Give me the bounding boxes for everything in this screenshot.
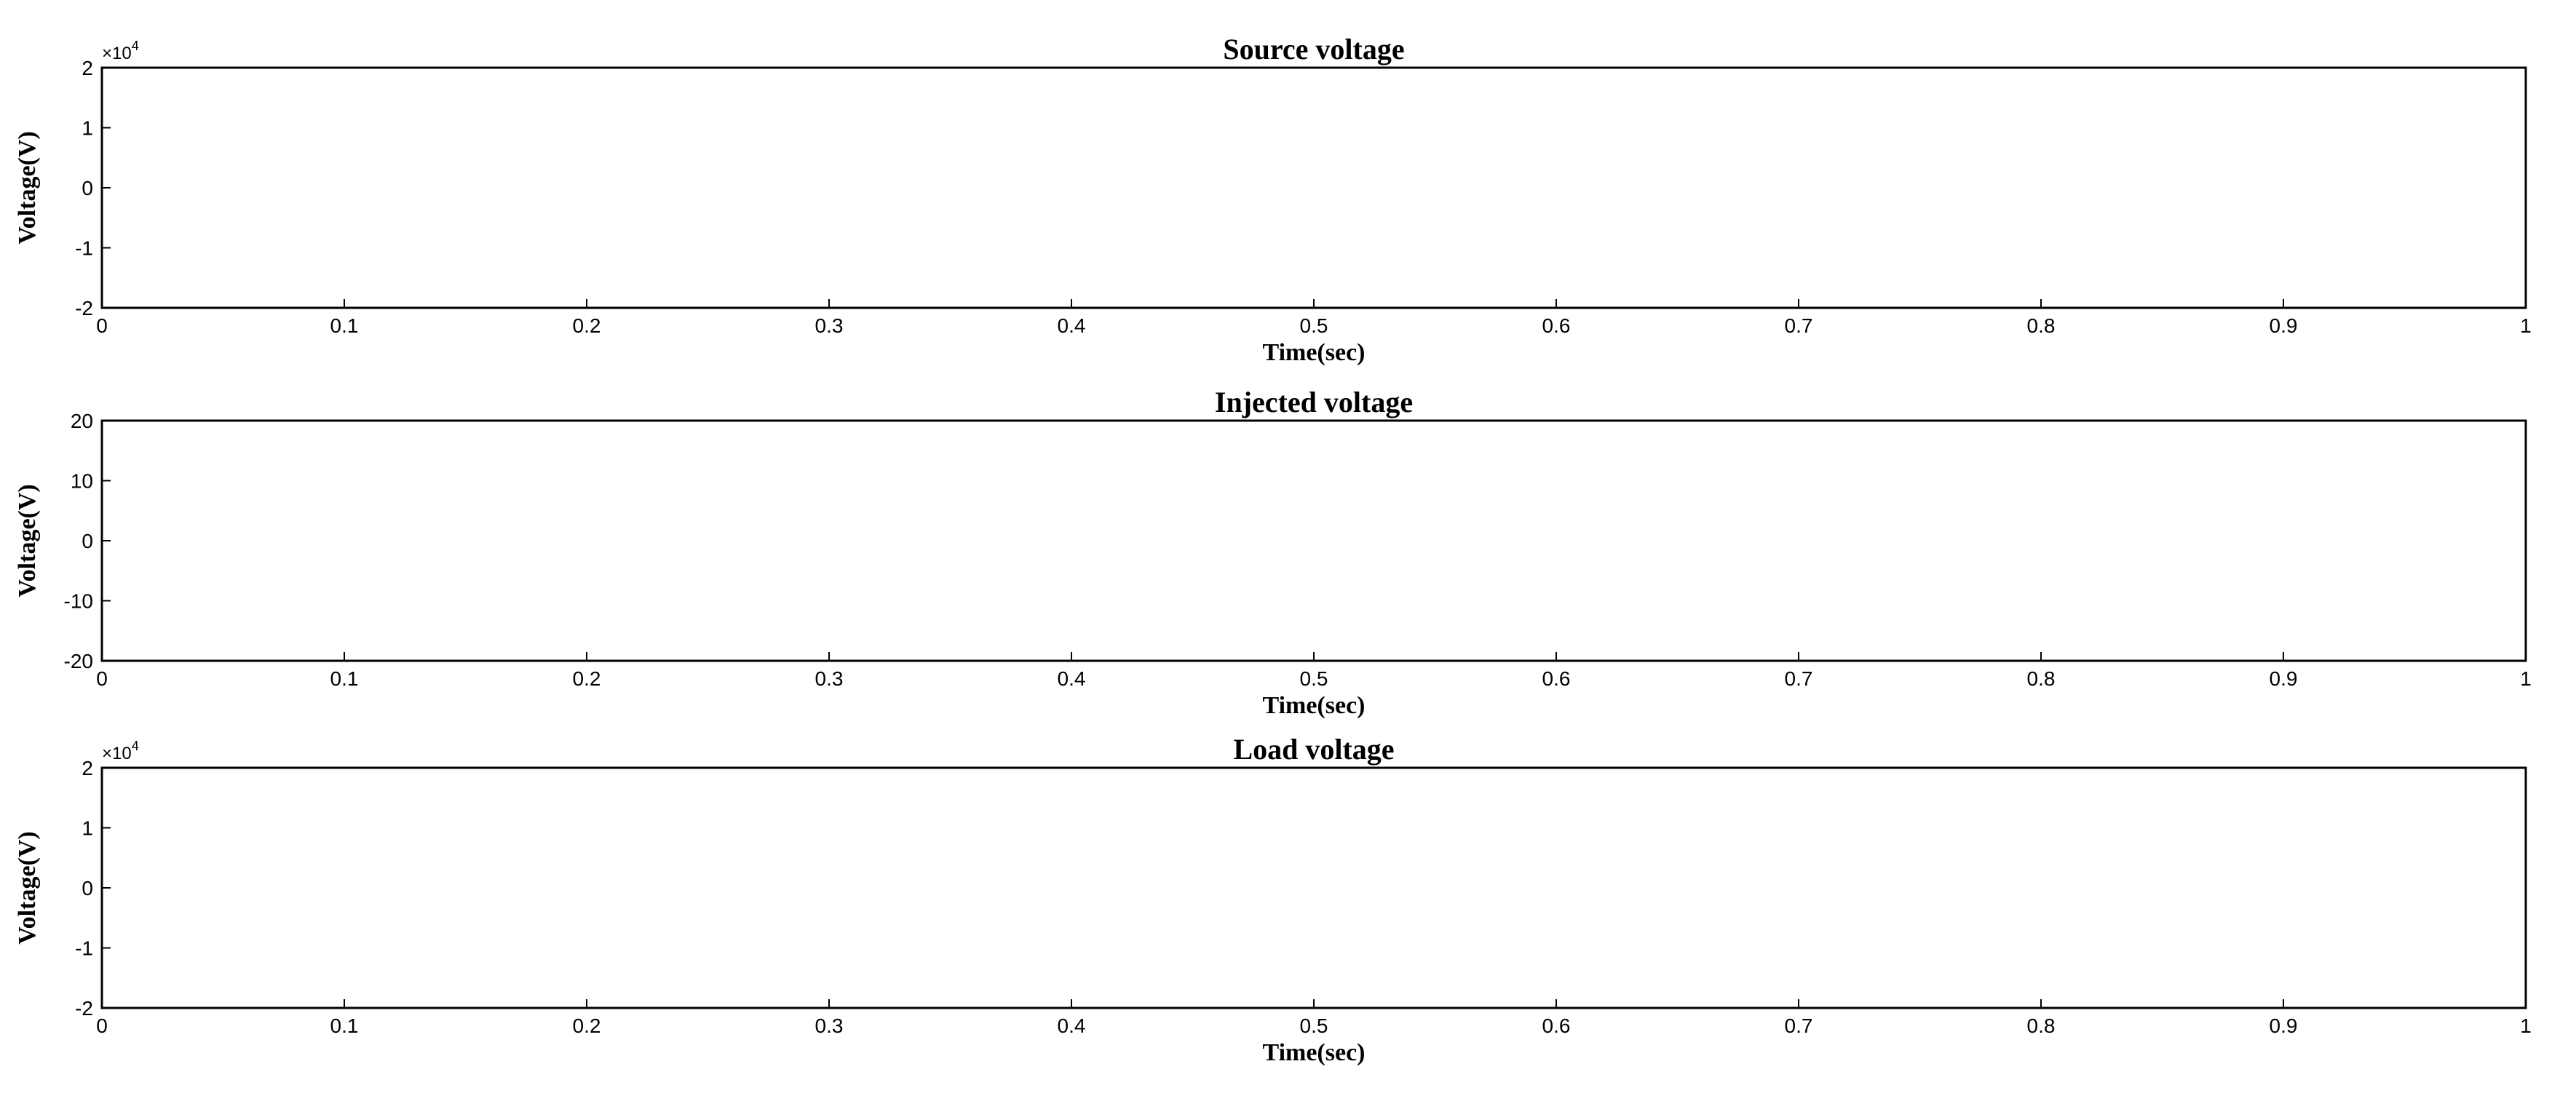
x-tick-label: 0.8 — [2027, 667, 2056, 690]
axis-exponent: ×104 — [102, 739, 139, 763]
x-tick-label: 1 — [2520, 667, 2532, 690]
x-axis-label: Time(sec) — [1263, 1039, 1366, 1066]
y-tick-label: 1 — [82, 817, 93, 840]
x-tick-label: 0.9 — [2270, 1014, 2298, 1037]
y-tick-label: 0 — [82, 877, 93, 900]
x-tick-label: 0.2 — [573, 314, 601, 337]
x-tick-label: 0.5 — [1300, 1014, 1328, 1037]
y-tick-label: 2 — [82, 757, 93, 779]
x-tick-label: 0.7 — [1785, 667, 1813, 690]
plot-border — [100, 766, 2527, 1009]
x-tick-label: 0.9 — [2270, 314, 2298, 337]
x-tick-label: 0.2 — [573, 1014, 601, 1037]
x-tick-label: 0.3 — [815, 1014, 844, 1037]
y-tick-label: 0 — [82, 530, 93, 552]
exponent-base: ×10 — [102, 44, 132, 63]
y-tick-label: 2 — [82, 57, 93, 79]
x-tick-label: 0.4 — [1058, 1014, 1086, 1037]
plot-title: Load voltage — [1233, 733, 1394, 766]
x-tick-label: 0 — [96, 1014, 108, 1037]
y-tick-label: 20 — [71, 410, 93, 432]
x-tick-label: 0.8 — [2027, 314, 2056, 337]
plot-panel-1: 0 0.1 0.2 0.3 0.4 0.5 0.6 0.7 0.8 0.9 1 -2 -1 0 1 2 ×104… — [14, 33, 2532, 366]
y-tick-label: 10 — [71, 470, 93, 493]
y-tick-label: -20 — [64, 650, 93, 672]
y-tick-label: 0 — [82, 177, 93, 199]
x-tick-label: 0.2 — [573, 667, 601, 690]
x-tick-label: 0.5 — [1300, 667, 1328, 690]
y-axis-label: Voltage(V) — [14, 131, 41, 245]
x-tick-label: 0.4 — [1058, 314, 1086, 337]
plot-title: Injected voltage — [1215, 386, 1413, 418]
x-tick-label: 0 — [96, 667, 108, 690]
x-tick-label: 0.4 — [1058, 667, 1086, 690]
x-tick-label: 0.9 — [2270, 667, 2298, 690]
x-tick-label: 0.6 — [1542, 1014, 1571, 1037]
x-tick-label: 0.5 — [1300, 314, 1328, 337]
x-tick-label: 0.6 — [1542, 314, 1571, 337]
exponent-power: 4 — [132, 739, 139, 753]
plot-panel-2: 0 0.1 0.2 0.3 0.4 0.5 0.6 0.7 0.8 0.9 1 -20 -10 0 10 20… — [14, 386, 2532, 719]
plot-panel-3: 0 0.1 0.2 0.3 0.4 0.5 0.6 0.7 0.8 0.9 1 -2 -1 0 1 2 ×104… — [14, 733, 2532, 1066]
plot-border — [100, 66, 2527, 309]
y-tick-label: -10 — [64, 590, 93, 613]
x-tick-label: 0.1 — [330, 1014, 359, 1037]
x-tick-label: 0.3 — [815, 667, 844, 690]
y-tick-label: -2 — [75, 997, 93, 1020]
x-tick-label: 1 — [2520, 314, 2532, 337]
x-tick-label: 0.1 — [330, 667, 359, 690]
exponent-base: ×10 — [102, 744, 132, 763]
x-tick-label: 1 — [2520, 1014, 2532, 1037]
y-tick-label: -1 — [75, 237, 93, 260]
x-tick-label: 0 — [96, 314, 108, 337]
x-tick-label: 0.1 — [330, 314, 359, 337]
x-axis-label: Time(sec) — [1263, 339, 1366, 366]
x-tick-label: 0.8 — [2027, 1014, 2056, 1037]
plot-border — [100, 419, 2527, 662]
y-tick-label: -1 — [75, 937, 93, 960]
x-axis-label: Time(sec) — [1263, 692, 1366, 719]
y-tick-label: -2 — [75, 297, 93, 319]
plot-title: Source voltage — [1223, 33, 1404, 65]
axis-exponent: ×104 — [102, 39, 139, 63]
y-tick-label: 1 — [82, 117, 93, 140]
y-axis-label: Voltage(V) — [14, 484, 41, 597]
x-tick-label: 0.3 — [815, 314, 844, 337]
x-tick-label: 0.7 — [1785, 1014, 1813, 1037]
exponent-power: 4 — [132, 39, 139, 53]
x-tick-label: 0.7 — [1785, 314, 1813, 337]
y-axis-label: Voltage(V) — [14, 831, 41, 945]
x-tick-label: 0.6 — [1542, 667, 1571, 690]
